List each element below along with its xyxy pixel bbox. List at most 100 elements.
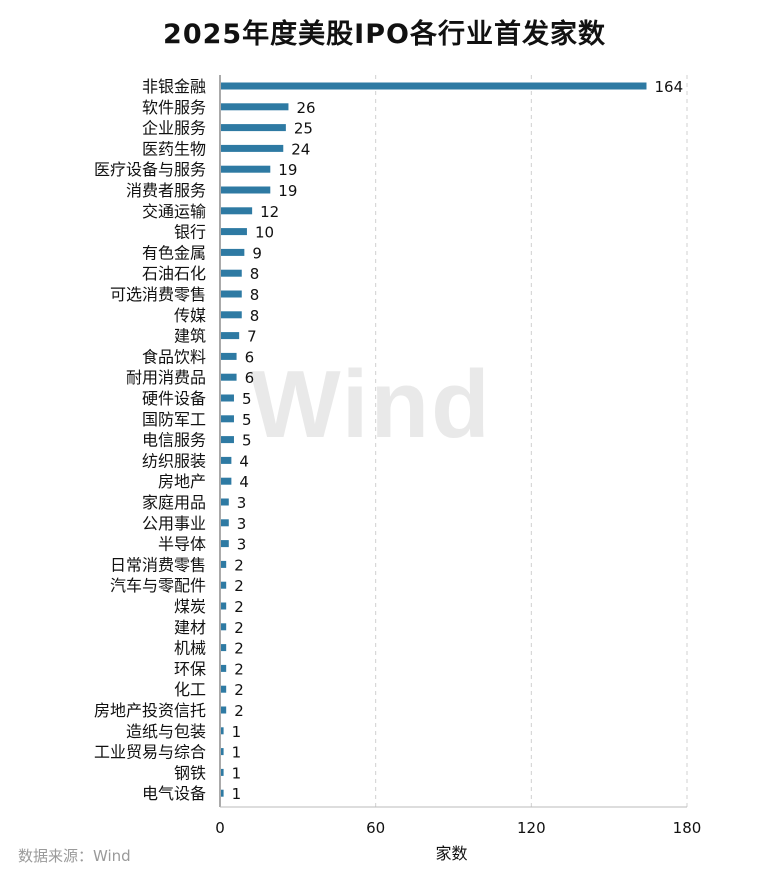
data-label: 26 (296, 99, 315, 117)
data-label: 2 (234, 702, 244, 720)
data-label: 2 (234, 660, 244, 678)
bar (221, 373, 237, 381)
bar (221, 540, 229, 548)
data-label: 19 (278, 161, 297, 179)
category-label: 医疗设备与服务 (94, 160, 206, 179)
category-label: 可选消费零售 (110, 285, 206, 304)
bar (221, 352, 237, 360)
data-label: 8 (250, 286, 260, 304)
data-label: 1 (232, 723, 242, 741)
data-label: 5 (242, 411, 252, 429)
data-label: 2 (234, 640, 244, 658)
category-label: 医药生物 (142, 139, 206, 158)
data-label: 2 (234, 598, 244, 616)
category-label: 非银金融 (142, 77, 206, 96)
x-tick-label: 60 (366, 819, 385, 837)
data-label: 164 (654, 78, 683, 96)
category-label: 日常消费零售 (110, 555, 206, 574)
category-label: 食品饮料 (142, 347, 206, 366)
bar (221, 124, 286, 132)
category-label: 消费者服务 (126, 181, 206, 200)
category-label: 煤炭 (174, 597, 206, 616)
data-label: 4 (239, 473, 249, 491)
category-label: 汽车与零配件 (110, 576, 206, 595)
bar (221, 519, 229, 527)
data-label: 19 (278, 182, 297, 200)
data-label: 4 (239, 452, 249, 470)
bar (221, 789, 224, 797)
data-label: 1 (232, 744, 242, 762)
data-label: 3 (237, 536, 247, 554)
bar (221, 664, 227, 672)
category-label: 企业服务 (142, 119, 206, 138)
category-label: 造纸与包装 (126, 722, 206, 741)
category-label: 石油石化 (142, 264, 206, 283)
x-tick-label: 180 (673, 819, 702, 837)
data-label: 7 (247, 328, 257, 346)
category-label: 硬件设备 (142, 389, 206, 408)
bar (221, 248, 245, 256)
data-label: 3 (237, 494, 247, 512)
data-label: 1 (232, 785, 242, 803)
bar (221, 269, 242, 277)
bar (221, 228, 247, 236)
data-label: 12 (260, 203, 279, 221)
category-label: 钢铁 (174, 763, 206, 782)
category-label: 建筑 (174, 327, 206, 346)
data-label: 3 (237, 515, 247, 533)
category-label: 房地产 (158, 472, 206, 491)
category-label: 软件服务 (142, 98, 206, 117)
category-label: 纺织服装 (142, 451, 206, 470)
data-label: 5 (242, 390, 252, 408)
bar (221, 332, 240, 340)
bar (221, 581, 227, 589)
category-label: 电气设备 (142, 784, 206, 803)
bar (221, 144, 284, 152)
category-label: 房地产投资信托 (94, 701, 206, 720)
category-label: 半导体 (158, 535, 206, 554)
category-label: 化工 (174, 680, 206, 699)
data-label: 1 (232, 764, 242, 782)
data-label: 2 (234, 619, 244, 637)
category-label: 环保 (174, 659, 206, 678)
bar (221, 644, 227, 652)
category-label: 工业贸易与综合 (94, 743, 206, 762)
bar (221, 602, 227, 610)
bar (221, 186, 271, 194)
bar (221, 415, 234, 423)
x-axis-label: 家数 (435, 844, 467, 863)
data-label: 6 (245, 348, 255, 366)
category-label: 传媒 (174, 306, 206, 325)
bar (221, 727, 224, 735)
bar (221, 394, 234, 402)
category-label: 机械 (174, 639, 206, 658)
bar (221, 748, 224, 756)
bar (221, 560, 227, 568)
bar (221, 103, 289, 111)
source-note: 数据来源：Wind (18, 847, 131, 865)
category-label: 耐用消费品 (126, 368, 206, 387)
data-label: 8 (250, 307, 260, 325)
category-label: 建材 (174, 618, 206, 637)
category-label: 国防军工 (142, 410, 206, 429)
data-label: 8 (250, 265, 260, 283)
bar (221, 207, 253, 215)
bar (221, 165, 271, 173)
watermark-logo: Wind (250, 351, 492, 458)
data-label: 5 (242, 432, 252, 450)
data-label: 2 (234, 577, 244, 595)
data-label: 10 (255, 224, 274, 242)
data-label: 2 (234, 681, 244, 699)
bar (221, 290, 242, 298)
data-label: 2 (234, 556, 244, 574)
category-label: 交通运输 (142, 202, 206, 221)
chart-title: 2025年度美股IPO各行业首发家数 (163, 19, 606, 50)
x-tick-label: 0 (215, 819, 225, 837)
bar (221, 768, 224, 776)
data-label: 25 (294, 120, 313, 138)
data-label: 9 (252, 244, 262, 262)
data-label: 24 (291, 140, 310, 158)
category-label: 电信服务 (142, 431, 206, 450)
bar (221, 477, 232, 485)
